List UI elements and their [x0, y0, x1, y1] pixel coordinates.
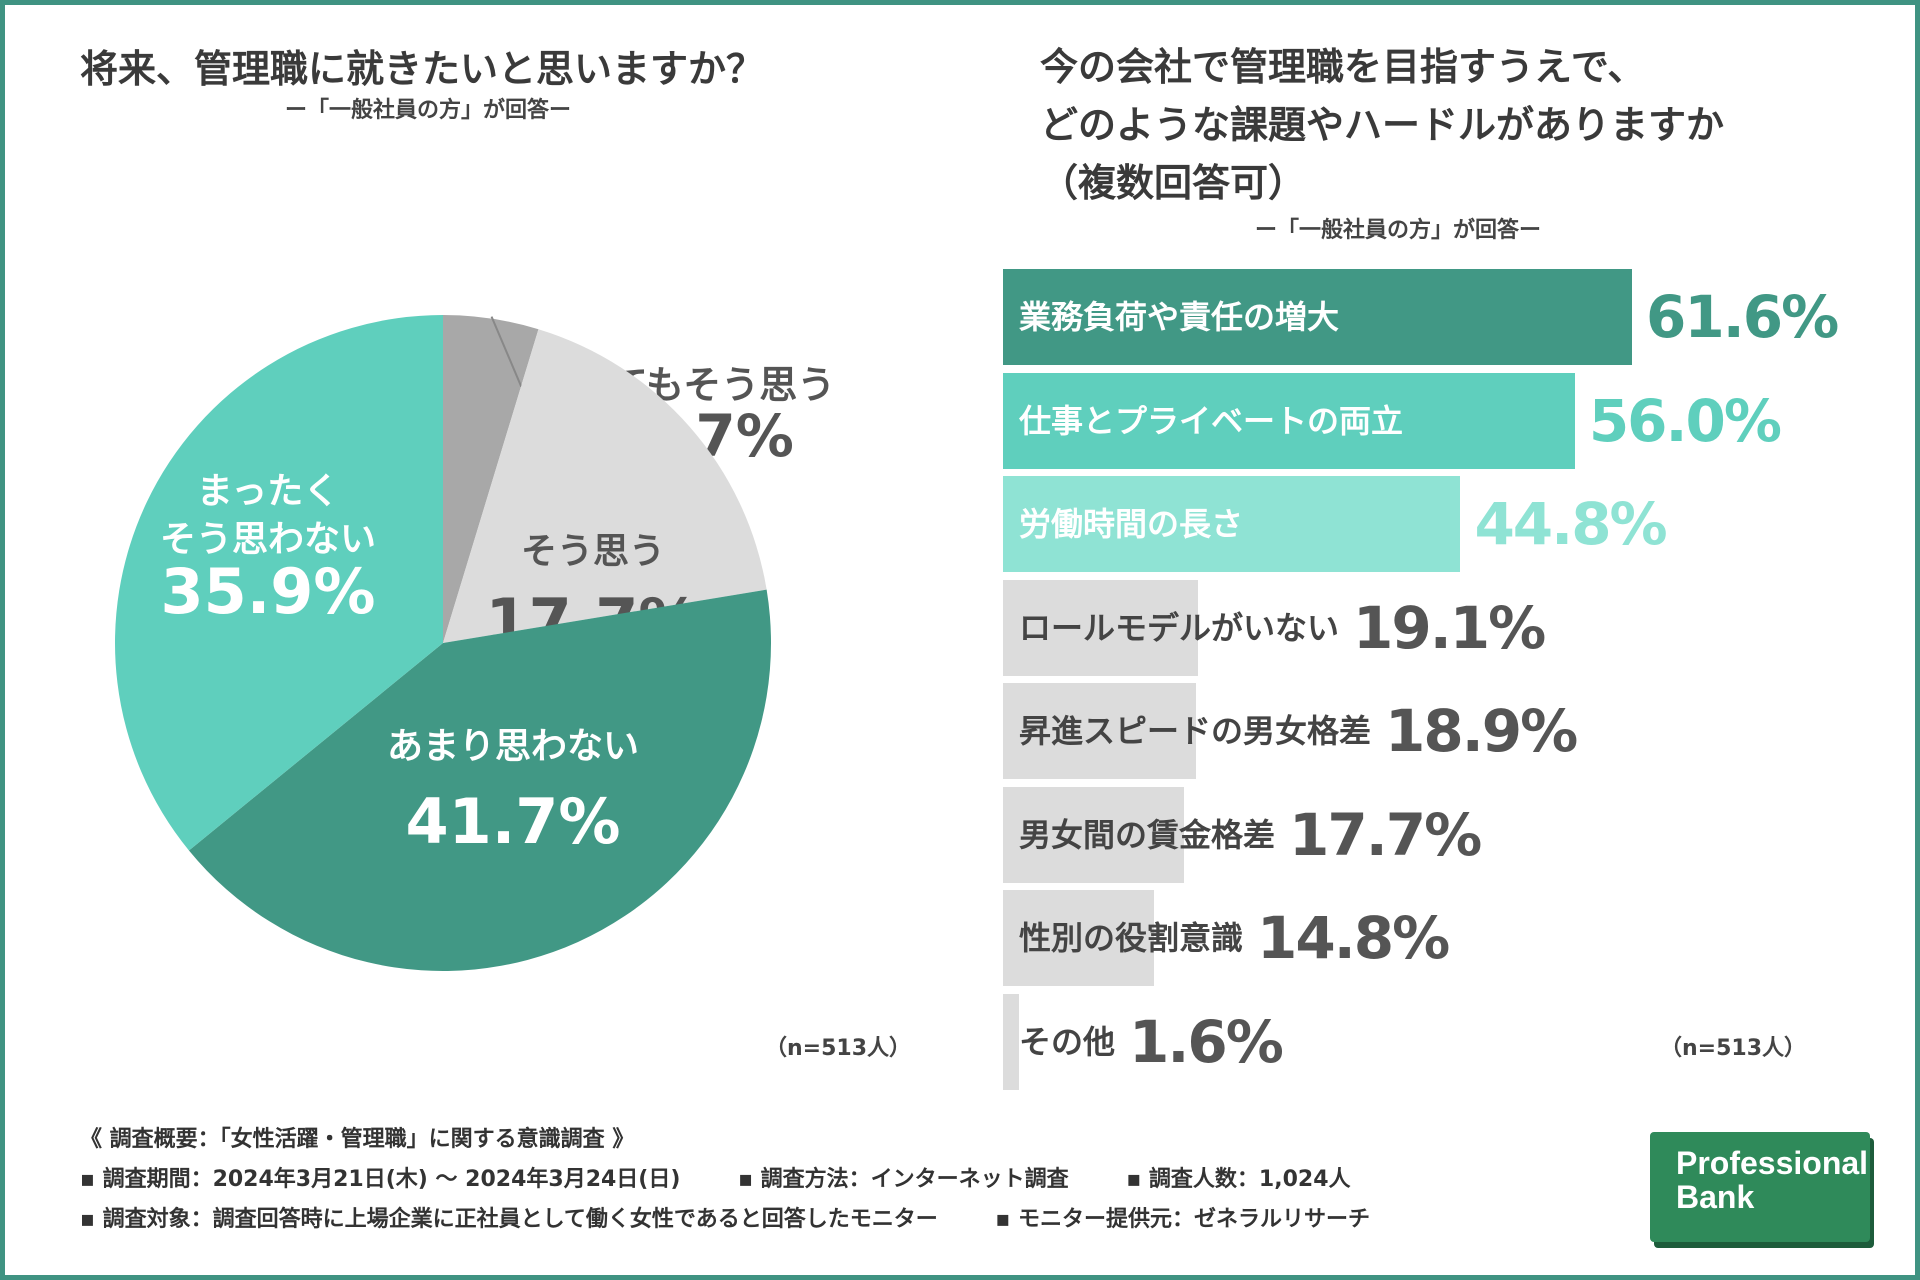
survey-provider: ▪ モニター提供元：ゼネラルリサーチ: [995, 1207, 1370, 1232]
survey-footer: 《 調査概要：「女性活躍・管理職」に関する意識調査 》 ▪ 調査期間：2024年…: [80, 1120, 1420, 1240]
bar-chart-subtitle: ー「一般社員の方」が回答ー: [1255, 218, 1542, 243]
bar-value-8: 1.6%: [1129, 1007, 1284, 1076]
bar-chart-title-line: 今の会社で管理職を目指すうえで、: [1040, 45, 1646, 89]
pie-chart: とてもそう思う4.7%そう思う17.7%あまり思わない41.7%まったくそう思わ…: [114, 315, 835, 971]
pie-label-not-really: あまり思わない: [387, 726, 639, 767]
pie-slice-not-at-all: [114, 315, 443, 851]
bar-label-8: その他: [1019, 1022, 1116, 1061]
bar-3: [1003, 476, 1461, 572]
bar-label-6: 男女間の賃金格差: [1019, 815, 1276, 854]
logo-line-1: Professional: [1676, 1145, 1869, 1181]
bar-sample-size: （n=513人）: [1660, 1036, 1807, 1061]
bar-chart-title-line: どのような課題やハードルがありますか: [1040, 103, 1725, 147]
pie-slice-very-much: [443, 315, 539, 643]
pie-label-not-at-all: そう思わない: [160, 519, 376, 560]
bar-5: [1003, 683, 1196, 779]
pie-chart-title: 将来、管理職に就きたいと思いますか？: [80, 47, 765, 91]
bar-label-3: 労働時間の長さ: [1019, 505, 1244, 543]
bar-value-5: 18.9%: [1385, 697, 1578, 765]
bar-label-1: 業務負荷や責任の増大: [1019, 298, 1340, 336]
pie-label-not-at-all: まったく: [197, 471, 340, 512]
pie-value-not-at-all: 35.9%: [160, 555, 375, 628]
bar-value-4: 19.1%: [1353, 593, 1546, 662]
bar-label-2: 仕事とプライベートの両立: [1019, 401, 1404, 440]
bar-2: [1003, 372, 1575, 469]
survey-method: ▪ 調査方法：インターネット調査: [738, 1167, 1069, 1192]
survey-overview: 《 調査概要：「女性活躍・管理職」に関する意識調査 》: [80, 1127, 635, 1152]
bar-label-5: 昇進スピードの男女格差: [1019, 712, 1372, 750]
bar-label-4: ロールモデルがいない: [1019, 608, 1340, 647]
pie-label-somewhat: そう思う: [521, 531, 665, 572]
survey-period: ▪ 調査期間：2024年3月21日(木) 〜 2024年3月24日(日): [80, 1167, 681, 1192]
bar-value-1: 61.6%: [1646, 283, 1839, 351]
survey-target: ▪ 調査対象：調査回答時に上場企業に正社員として働く女性であると回答したモニター: [80, 1207, 938, 1232]
bar-1: [1003, 269, 1632, 365]
bar-chart-title-line: （複数回答可）: [1040, 161, 1307, 205]
bar-value-2: 56.0%: [1588, 386, 1782, 455]
bar-4: [1003, 579, 1199, 676]
survey-count: ▪ 調査人数：1,024人: [1126, 1167, 1351, 1192]
bar-label-7: 性別の役割意識: [1019, 919, 1244, 957]
bar-8: [1003, 993, 1020, 1090]
pie-value-not-really: 41.7%: [405, 785, 620, 858]
bar-7: [1003, 890, 1155, 986]
bar-value-3: 44.8%: [1474, 490, 1667, 558]
logo-line-2: Bank: [1676, 1179, 1755, 1215]
bar-chart-title: 今の会社で管理職を目指すうえで、 どのような課題やハードルがありますか （複数回…: [1040, 38, 1900, 212]
professional-bank-logo: Professional Bank: [1650, 1132, 1870, 1242]
bar-6: [1003, 786, 1184, 883]
bar-value-7: 14.8%: [1257, 904, 1450, 972]
pie-slice-somewhat: [443, 329, 767, 643]
pie-sample-size: （n=513人）: [765, 1036, 912, 1061]
pie-slice-not-really: [188, 589, 771, 971]
pie-chart-subtitle: ー「一般社員の方」が回答ー: [285, 98, 572, 123]
bar-value-6: 17.7%: [1289, 800, 1482, 869]
